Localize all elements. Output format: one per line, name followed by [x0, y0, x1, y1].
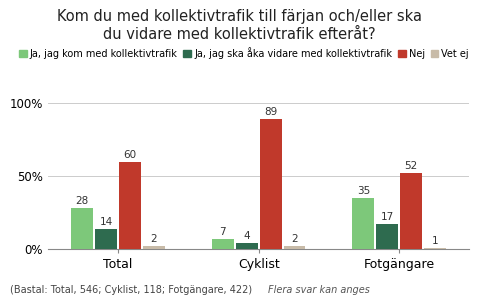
Text: (Bastal: Total, 546; Cyklist, 118; Fotgängare, 422): (Bastal: Total, 546; Cyklist, 118; Fotgä… — [10, 285, 251, 295]
Bar — [119, 162, 141, 249]
Text: 52: 52 — [404, 161, 418, 171]
Text: Flera svar kan anges: Flera svar kan anges — [268, 285, 370, 295]
Text: 89: 89 — [264, 107, 277, 117]
Bar — [400, 173, 422, 249]
Text: 7: 7 — [219, 227, 226, 237]
Legend: Ja, jag kom med kollektivtrafik, Ja, jag ska åka vidare med kollektivtrafik, Nej: Ja, jag kom med kollektivtrafik, Ja, jag… — [19, 47, 469, 59]
Text: 2: 2 — [291, 234, 298, 244]
Bar — [260, 119, 282, 249]
Bar — [143, 246, 165, 249]
Text: 17: 17 — [381, 212, 394, 222]
Bar — [284, 246, 306, 249]
Bar — [353, 198, 374, 249]
Text: 60: 60 — [124, 150, 137, 160]
Bar — [376, 224, 398, 249]
Text: 4: 4 — [243, 231, 250, 241]
Bar — [236, 244, 258, 249]
Text: 28: 28 — [76, 196, 89, 206]
Text: 1: 1 — [432, 236, 438, 246]
Bar — [212, 239, 234, 249]
Text: 35: 35 — [357, 186, 370, 196]
Text: 14: 14 — [100, 217, 113, 227]
Text: 2: 2 — [151, 234, 157, 244]
Bar — [424, 248, 446, 249]
Bar — [95, 229, 117, 249]
Bar — [71, 209, 93, 249]
Text: Kom du med kollektivtrafik till färjan och/eller ska
du vidare med kollektivtraf: Kom du med kollektivtrafik till färjan o… — [57, 9, 422, 42]
